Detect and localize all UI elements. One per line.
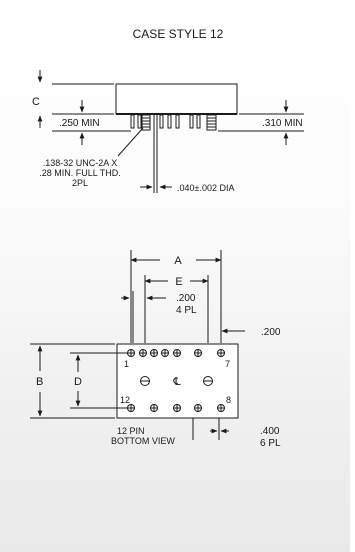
dim-200-4pl-line1: .200 — [176, 293, 196, 304]
dim-b-label: B — [36, 376, 43, 388]
side-pins — [130, 114, 201, 129]
dim-a-label: A — [174, 255, 182, 267]
dim-e-label: E — [175, 276, 182, 288]
pin-hole — [173, 349, 181, 357]
thread-stud-left — [141, 114, 151, 131]
mount-hole — [203, 376, 213, 386]
case-body — [115, 83, 238, 115]
side-view — [37, 70, 304, 193]
pin-12-label: 12 — [120, 395, 130, 405]
thread-note-line2: .28 MIN. FULL THD. — [39, 168, 121, 178]
bottom-view — [30, 250, 245, 440]
pin-hole — [150, 404, 158, 412]
dim-d-label: D — [74, 376, 82, 388]
pin-dia-label: .040±.002 DIA — [177, 183, 234, 193]
thread-note-line3: 2PL — [72, 178, 88, 188]
bottom-pins — [127, 349, 225, 412]
dim-250-label: .250 MIN — [59, 118, 100, 129]
pin-hole — [161, 349, 169, 357]
pin-1-label: 1 — [124, 359, 129, 369]
bottom-caption-line2: BOTTOM VIEW — [111, 436, 175, 446]
pin-hole — [127, 349, 135, 357]
pin-hole — [139, 349, 147, 357]
dim-200-label: .200 — [261, 327, 281, 338]
pin-hole — [194, 404, 202, 412]
pin-hole — [217, 349, 225, 357]
pin-hole — [194, 349, 202, 357]
dim-c-label: C — [32, 96, 40, 108]
pin-hole — [173, 404, 181, 412]
pin-hole — [150, 349, 158, 357]
centerline-symbol: ℄ — [172, 376, 180, 388]
pin-hole — [217, 404, 225, 412]
dim-400-line2: 6 PL — [260, 438, 281, 449]
dim-200-4pl-line2: 4 PL — [176, 305, 197, 316]
dim-400-line1: .400 — [260, 426, 280, 437]
mount-hole — [140, 376, 150, 386]
pin-8-label: 8 — [226, 395, 231, 405]
thread-stud-right — [206, 114, 217, 131]
thread-note-line1: .138-32 UNC-2A X — [43, 158, 118, 168]
dim-310-label: .310 MIN — [262, 118, 303, 129]
bottom-caption-line1: 12 PIN — [117, 426, 145, 436]
drawing-title: CASE STYLE 12 — [133, 27, 224, 41]
pin-7-label: 7 — [225, 359, 230, 369]
pin-hole — [127, 404, 135, 412]
